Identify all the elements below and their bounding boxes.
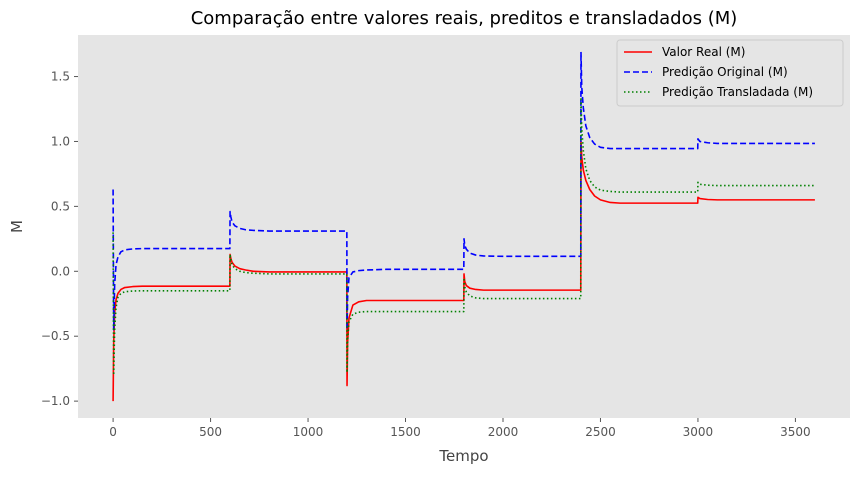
x-axis-label: Tempo: [438, 447, 488, 465]
legend-label-0: Valor Real (M): [662, 45, 745, 59]
x-tick-label: 500: [199, 425, 222, 439]
x-tick-label: 0: [109, 425, 117, 439]
y-tick-label: 0.0: [51, 264, 70, 278]
legend: Valor Real (M) Predição Original (M) Predi…: [616, 39, 844, 107]
y-tick-label: 1.0: [51, 134, 70, 148]
legend-box: [616, 39, 844, 107]
x-axis-ticks: 0 500 1000 1500 2000 2500 3000 3500: [109, 418, 811, 439]
x-tick-label: 1000: [293, 425, 324, 439]
legend-label-1: Predição Original (M): [662, 65, 788, 79]
x-tick-label: 2000: [488, 425, 519, 439]
chart-title: Comparação entre valores reais, preditos…: [191, 8, 738, 29]
y-tick-label: −1.0: [41, 394, 70, 408]
y-tick-label: 0.5: [51, 199, 70, 213]
x-tick-label: 2500: [585, 425, 616, 439]
y-tick-label: −0.5: [41, 329, 70, 343]
series-line-0: [112, 140, 815, 402]
x-tick-label: 1500: [390, 425, 421, 439]
y-axis-ticks: −1.0 −0.5 0.0 0.5 1.0 1.5: [41, 70, 78, 408]
legend-label-2: Predição Transladada (M): [662, 85, 813, 99]
y-tick-label: 1.5: [51, 70, 70, 84]
y-axis-label: M: [8, 220, 26, 233]
series-layer: [112, 51, 815, 402]
series-line-2: [112, 96, 815, 376]
series-line-1: [112, 51, 815, 331]
x-tick-label: 3500: [780, 425, 811, 439]
x-tick-label: 3000: [683, 425, 714, 439]
